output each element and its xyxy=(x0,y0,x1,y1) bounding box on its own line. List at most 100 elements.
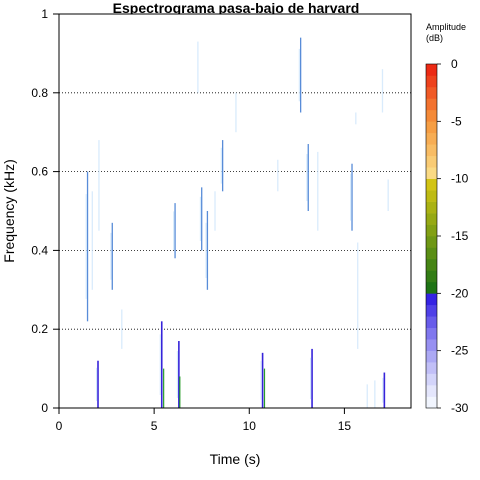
y-axis: 0 0.2 0.4 0.6 0.8 1 xyxy=(31,7,59,415)
streak-6 xyxy=(160,321,163,408)
legend-swatch-13 xyxy=(426,247,437,260)
x-tick-label-1: 5 xyxy=(151,419,158,433)
streak-17 xyxy=(261,352,264,408)
chart-title: Espectrograma pasa-bajo de harvard xyxy=(113,0,360,16)
streak-27 xyxy=(366,384,368,408)
streak-5 xyxy=(121,309,123,349)
legend-swatch-2 xyxy=(426,373,437,386)
legend-ticks: 0 -5 -10 -15 -20 -25 -30 xyxy=(437,57,469,415)
legend-swatch-14 xyxy=(426,236,437,248)
legend-swatch-26 xyxy=(426,98,437,111)
streak-13 xyxy=(206,211,209,290)
streak-15 xyxy=(221,140,224,192)
streak-31 xyxy=(381,69,384,113)
streak-25 xyxy=(355,112,357,125)
legend-swatch-16 xyxy=(426,213,437,225)
legend-swatch-28 xyxy=(426,75,437,88)
legend-tick-label-0: 0 xyxy=(451,57,458,71)
y-tick-label-3: 0.6 xyxy=(31,165,48,179)
legend-swatch-29 xyxy=(426,64,437,76)
legend-swatch-23 xyxy=(426,132,437,145)
streak-20 xyxy=(299,37,302,113)
legend-swatch-20 xyxy=(426,167,437,179)
legend-swatch-18 xyxy=(426,190,437,202)
legend-swatch-15 xyxy=(426,224,437,237)
streak-7 xyxy=(163,368,165,408)
streak-1 xyxy=(91,191,93,290)
streak-halo-9 xyxy=(176,351,178,398)
streak-3 xyxy=(97,360,99,408)
legend-swatch-27 xyxy=(426,86,437,99)
legend-swatch-10 xyxy=(426,281,437,294)
legend-swatch-21 xyxy=(426,155,437,168)
x-tick-label-2: 10 xyxy=(243,419,257,433)
spectrogram-streaks xyxy=(85,37,389,408)
streak-30 xyxy=(387,179,389,211)
streak-8 xyxy=(174,203,176,259)
streak-10 xyxy=(179,376,181,408)
legend-tick-label-5: -25 xyxy=(451,344,469,358)
streak-22 xyxy=(311,348,313,408)
legend-swatch-7 xyxy=(426,316,437,329)
legend-swatch-17 xyxy=(426,201,437,214)
streak-14 xyxy=(214,191,216,231)
streak-halo-22 xyxy=(310,357,312,400)
legend-swatch-22 xyxy=(426,144,437,157)
legend-title-line1: Amplitude xyxy=(426,22,466,32)
legend-swatch-8 xyxy=(426,304,437,317)
streak-2 xyxy=(98,140,100,231)
legend-swatch-25 xyxy=(426,109,437,122)
legend-tick-label-1: -5 xyxy=(451,114,462,128)
x-axis: 0 5 10 15 xyxy=(56,408,352,433)
x-tick-label-0: 0 xyxy=(56,419,63,433)
legend-swatch-5 xyxy=(426,339,437,351)
legend-tick-label-4: -20 xyxy=(451,286,469,300)
legend-swatch-19 xyxy=(426,178,437,191)
legend-title-line2: (dB) xyxy=(426,33,443,43)
streak-26 xyxy=(357,242,359,349)
legend-swatch-11 xyxy=(426,270,437,283)
y-tick-label-1: 0.2 xyxy=(31,322,48,336)
streak-29 xyxy=(383,372,386,408)
streak-halo-15 xyxy=(220,147,222,184)
streak-9 xyxy=(178,341,180,408)
streak-4 xyxy=(111,222,113,290)
streak-23 xyxy=(317,151,319,231)
streak-16 xyxy=(235,92,237,133)
streak-halo-29 xyxy=(382,377,384,403)
legend-swatch-24 xyxy=(426,121,437,134)
y-tick-label-4: 0.8 xyxy=(31,86,48,100)
streak-12 xyxy=(201,187,203,251)
streak-halo-0 xyxy=(85,194,87,299)
streak-halo-20 xyxy=(298,48,300,102)
streak-halo-17 xyxy=(260,361,262,400)
streak-halo-3 xyxy=(96,367,98,401)
y-axis-label: Frequency (kHz) xyxy=(1,159,17,262)
streak-28 xyxy=(374,380,376,408)
legend-swatch-6 xyxy=(426,327,437,340)
streak-0 xyxy=(86,171,89,322)
legend-swatch-3 xyxy=(426,362,437,374)
streak-halo-4 xyxy=(110,232,112,280)
legend-color-bar xyxy=(426,64,437,409)
streak-halo-12 xyxy=(199,196,201,241)
y-tick-label-0: 0 xyxy=(41,401,48,415)
streak-halo-6 xyxy=(159,334,161,395)
amplitude-legend: Amplitude (dB) 0 -5 -10 -15 -20 -25 -30 xyxy=(425,22,469,415)
y-tick-label-5: 1 xyxy=(41,7,48,21)
streak-halo-21 xyxy=(306,154,308,201)
streak-11 xyxy=(197,41,199,93)
legend-tick-label-6: -30 xyxy=(451,401,469,415)
legend-swatch-1 xyxy=(426,385,437,397)
legend-swatch-4 xyxy=(426,350,437,363)
x-axis-label: Time (s) xyxy=(210,451,261,467)
streak-19 xyxy=(277,159,279,192)
streak-halo-8 xyxy=(173,211,175,251)
x-tick-label-3: 15 xyxy=(338,419,352,433)
legend-tick-label-3: -15 xyxy=(451,229,469,243)
y-tick-label-2: 0.4 xyxy=(31,243,48,257)
streak-halo-13 xyxy=(205,222,207,278)
streak-halo-24 xyxy=(350,173,352,221)
legend-swatch-12 xyxy=(426,258,437,271)
